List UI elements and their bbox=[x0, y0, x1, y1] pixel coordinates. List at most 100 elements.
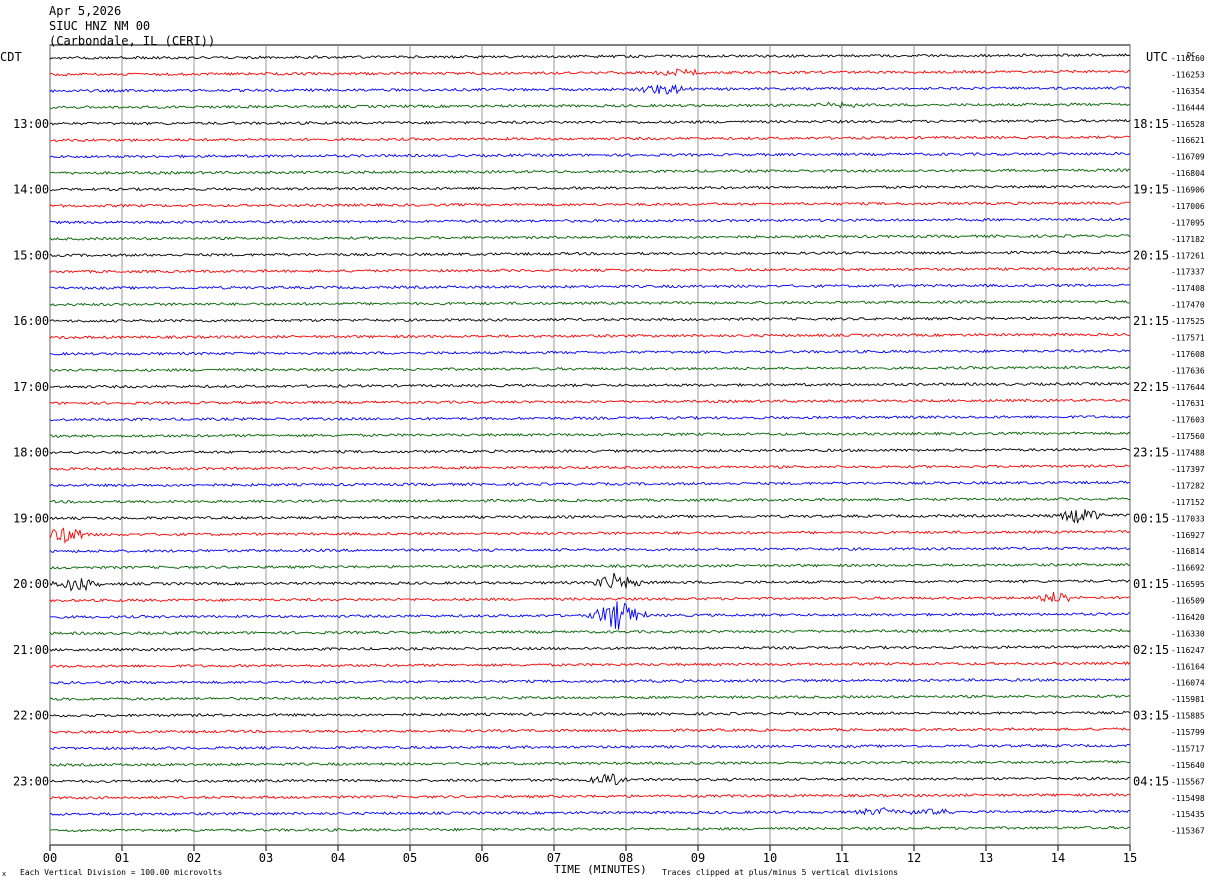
cdt-hour-label: 15:00 bbox=[13, 248, 49, 262]
seismic-trace bbox=[49, 694, 1131, 701]
dc-offset-label: -116804 bbox=[1171, 169, 1205, 178]
seismic-trace bbox=[49, 527, 1131, 544]
seismic-trace bbox=[49, 509, 1131, 524]
dc-offset-label: -117525 bbox=[1171, 317, 1205, 326]
dc-offset-label: -116164 bbox=[1171, 662, 1205, 671]
dc-offset-label: -117006 bbox=[1171, 202, 1205, 211]
seismic-trace bbox=[49, 546, 1131, 554]
cdt-hour-label: 21:00 bbox=[13, 643, 49, 657]
x-tick-label: 14 bbox=[1051, 851, 1065, 865]
dc-offset-label: -116444 bbox=[1171, 103, 1205, 112]
dc-offset-label: -116253 bbox=[1171, 70, 1205, 79]
seismic-trace bbox=[49, 743, 1131, 751]
dc-offset-label: -116814 bbox=[1171, 547, 1205, 556]
cdt-hour-label: 13:00 bbox=[13, 117, 49, 131]
dc-offset-label: -116160 bbox=[1171, 54, 1205, 63]
dc-offset-label: -117560 bbox=[1171, 432, 1205, 441]
x-tick-label: 02 bbox=[187, 851, 201, 865]
cdt-hour-label: 22:00 bbox=[13, 709, 49, 723]
dc-offset-label: -116528 bbox=[1171, 120, 1205, 129]
seismic-trace bbox=[49, 572, 1131, 592]
seismic-trace bbox=[49, 250, 1131, 258]
dc-offset-label: -116906 bbox=[1171, 186, 1205, 195]
dc-offset-label: -117644 bbox=[1171, 383, 1205, 392]
dc-offset-label: -115981 bbox=[1171, 695, 1205, 704]
cdt-hour-label: 16:00 bbox=[13, 314, 49, 328]
dc-label: DC bbox=[1187, 51, 1195, 59]
x-tick-label: 09 bbox=[691, 851, 705, 865]
seismic-trace bbox=[49, 644, 1131, 652]
seismic-trace bbox=[49, 678, 1131, 685]
cdt-hour-label: 20:00 bbox=[13, 577, 49, 591]
x-tick-label: 12 bbox=[907, 851, 921, 865]
dc-offset-label: -117282 bbox=[1171, 481, 1205, 490]
cdt-hour-label: 14:00 bbox=[13, 183, 49, 197]
x-tick-label: 07 bbox=[547, 851, 561, 865]
seismic-trace bbox=[49, 415, 1131, 422]
seismic-trace bbox=[49, 118, 1131, 126]
x-tick-label: 00 bbox=[43, 851, 57, 865]
seismic-trace bbox=[49, 628, 1131, 636]
right-timezone-label: UTC bbox=[1146, 50, 1168, 64]
dc-offset-label: -117408 bbox=[1171, 284, 1205, 293]
seismic-trace bbox=[49, 710, 1131, 718]
utc-hour-label: 23:15 bbox=[1133, 446, 1169, 460]
dc-offset-label: -116621 bbox=[1171, 136, 1205, 145]
seismic-trace bbox=[49, 234, 1131, 241]
footer-left-mark: x bbox=[2, 870, 6, 878]
seismic-trace bbox=[49, 365, 1131, 372]
x-tick-label: 06 bbox=[475, 851, 489, 865]
cdt-hour-label: 17:00 bbox=[13, 380, 49, 394]
seismic-trace bbox=[49, 398, 1131, 405]
x-axis-title: TIME (MINUTES) bbox=[554, 863, 647, 876]
seismic-trace bbox=[49, 168, 1131, 175]
seismic-trace bbox=[49, 431, 1131, 438]
seismic-trace bbox=[49, 349, 1131, 356]
utc-hour-label: 03:15 bbox=[1133, 709, 1169, 723]
seismic-trace bbox=[49, 217, 1131, 225]
seismic-trace bbox=[49, 100, 1131, 110]
utc-hour-label: 04:15 bbox=[1133, 774, 1169, 788]
dc-offset-label: -117095 bbox=[1171, 218, 1205, 227]
seismic-trace bbox=[49, 53, 1131, 60]
x-tick-label: 13 bbox=[979, 851, 993, 865]
cdt-hour-label: 23:00 bbox=[13, 774, 49, 788]
seismic-trace bbox=[49, 283, 1131, 291]
dc-offset-label: -117603 bbox=[1171, 416, 1205, 425]
x-tick-label: 05 bbox=[403, 851, 417, 865]
dc-offset-label: -115498 bbox=[1171, 794, 1205, 803]
seismic-trace bbox=[49, 661, 1131, 669]
dc-offset-label: -115640 bbox=[1171, 761, 1205, 770]
dc-offset-label: -115717 bbox=[1171, 745, 1205, 754]
utc-hour-label: 18:15 bbox=[1133, 117, 1169, 131]
dc-offset-label: -116595 bbox=[1171, 580, 1205, 589]
seismic-trace bbox=[49, 447, 1131, 455]
utc-hour-label: 21:15 bbox=[1133, 314, 1169, 328]
dc-offset-label: -116709 bbox=[1171, 153, 1205, 162]
x-tick-label: 10 bbox=[763, 851, 777, 865]
dc-offset-label: -117152 bbox=[1171, 498, 1205, 507]
dc-offset-label: -117261 bbox=[1171, 251, 1205, 260]
seismic-trace bbox=[49, 727, 1131, 734]
seismic-trace bbox=[49, 184, 1131, 192]
x-tick-label: 15 bbox=[1123, 851, 1137, 865]
seismic-trace bbox=[49, 480, 1131, 488]
seismic-trace bbox=[49, 83, 1131, 95]
utc-hour-label: 01:15 bbox=[1133, 577, 1169, 591]
seismic-trace bbox=[49, 68, 1131, 77]
x-tick-label: 11 bbox=[835, 851, 849, 865]
cdt-hour-label: 19:00 bbox=[13, 511, 49, 525]
seismic-trace bbox=[49, 592, 1131, 603]
dc-offset-label: -117571 bbox=[1171, 334, 1205, 343]
utc-hour-label: 00:15 bbox=[1133, 511, 1169, 525]
plot-frame bbox=[49, 44, 1131, 846]
utc-hour-label: 19:15 bbox=[1133, 183, 1169, 197]
seismic-trace bbox=[49, 201, 1131, 208]
dc-offset-label: -116074 bbox=[1171, 679, 1205, 688]
x-tick-label: 04 bbox=[331, 851, 345, 865]
dc-offset-label: -116247 bbox=[1171, 646, 1205, 655]
seismic-trace bbox=[49, 151, 1131, 159]
dc-offset-label: -116927 bbox=[1171, 531, 1205, 540]
seismic-trace bbox=[49, 773, 1130, 786]
